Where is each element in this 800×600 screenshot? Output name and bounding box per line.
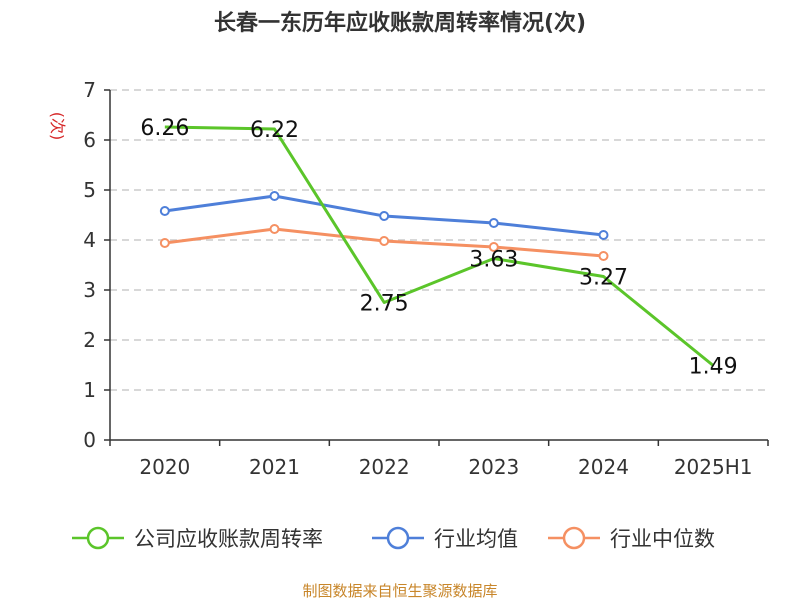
legend: 公司应收账款周转率 行业均值 行业中位数 — [72, 526, 715, 551]
data-label: 2.75 — [360, 292, 409, 317]
data-point — [159, 238, 170, 248]
data-label: 6.26 — [140, 116, 189, 141]
legend-marker — [86, 526, 110, 550]
legend-marker — [386, 526, 410, 550]
legend-marker — [562, 526, 586, 550]
data-label: 3.63 — [469, 248, 518, 273]
legend-label: 行业均值 — [434, 527, 518, 551]
x-tick-label: 2023 — [468, 455, 519, 479]
x-tick-label: 2021 — [249, 455, 300, 479]
data-labels: 6.26 6.22 2.75 3.63 3.27 1.49 — [140, 116, 737, 380]
data-label: 3.27 — [579, 266, 628, 291]
data-label: 1.49 — [689, 355, 738, 380]
y-tick-label: 6 — [83, 128, 96, 152]
y-tick-label: 3 — [83, 278, 96, 302]
y-tick-label: 7 — [83, 78, 96, 102]
data-point — [598, 230, 609, 240]
series-group — [159, 125, 715, 367]
y-tick-label: 5 — [83, 178, 96, 202]
x-tick-label: 2022 — [359, 455, 410, 479]
data-point — [159, 206, 170, 216]
x-tick-label: 2024 — [578, 455, 629, 479]
legend-label: 公司应收账款周转率 — [134, 527, 323, 551]
y-tick-label: 2 — [83, 328, 96, 352]
y-tick-label: 1 — [83, 378, 96, 402]
data-point — [379, 211, 390, 221]
series-line — [164, 125, 715, 367]
gridlines — [110, 89, 768, 391]
y-tick-label: 0 — [83, 428, 96, 452]
axes: 0 1 2 3 4 5 6 7 2020 2021 2022 2023 2024 2025H1 — [83, 78, 769, 479]
data-point — [379, 236, 390, 246]
chart-title: 长春一东历年应收账款周转率情况(次) — [214, 10, 586, 36]
data-point — [488, 218, 499, 228]
data-point — [598, 251, 609, 261]
source-note: 制图数据来自恒生聚源数据库 — [302, 582, 497, 600]
data-point — [269, 224, 280, 234]
y-axis-label: (次) — [48, 112, 67, 141]
data-point — [488, 242, 499, 252]
y-tick-label: 4 — [83, 228, 96, 252]
data-label: 6.22 — [250, 118, 299, 143]
x-tick-label: 2020 — [139, 455, 190, 479]
x-tick-label: 2025H1 — [674, 455, 753, 479]
legend-label: 行业中位数 — [610, 527, 715, 551]
data-point — [269, 191, 280, 201]
